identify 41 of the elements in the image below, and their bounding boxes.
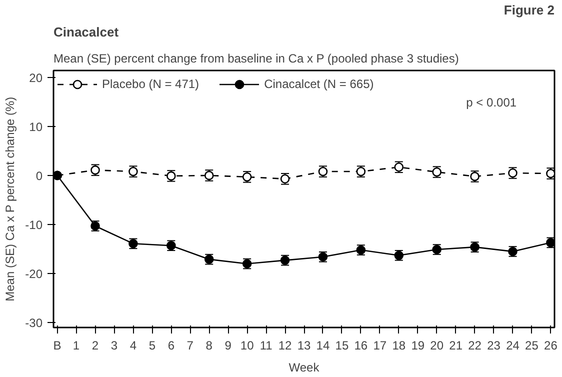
x-tick-label: 2 [92,338,99,352]
x-tick-label: 24 [506,338,520,352]
y-tick-label: -10 [25,218,43,232]
y-axis-title: Mean (SE) Ca x P percent change (%) [3,96,18,302]
y-tick-label: -20 [25,267,43,282]
x-tick-label: 22 [468,338,482,352]
chart-title: Cinacalcet [54,24,120,40]
x-tick-label: 7 [186,338,194,352]
annotation: p < 0.001 [466,96,517,110]
x-tick-label: 21 [449,338,463,352]
x-axis-title: Week [288,360,320,374]
x-tick-label: 15 [335,338,349,352]
x-tick-label: 6 [168,338,175,352]
x-tick-label: 20 [430,338,444,352]
x-tick-label: 18 [392,338,406,352]
x-tick-label: 13 [297,338,311,352]
x-tick-label: 14 [316,338,330,352]
y-tick-label: 0 [36,168,43,183]
legend-label: Cinacalcet (N = 665) [264,77,374,91]
x-tick-label: 25 [525,338,539,352]
x-tick-label: 19 [411,338,425,352]
x-tick-label: 3 [110,338,118,352]
x-tick-label: 16 [354,338,368,352]
x-tick-label: 1 [72,338,80,352]
x-tick-label: 12 [278,338,292,352]
y-tick-label: 20 [29,70,43,85]
y-tick-label: 10 [29,120,43,134]
x-tick-label: 11 [260,338,273,352]
x-tick-label: 5 [148,338,156,352]
x-tick-label: 10 [240,338,254,352]
legend-label: Placebo (N = 471) [102,77,200,91]
x-tick-label: 26 [544,338,558,352]
x-tick-label: 23 [487,338,501,352]
x-tick-label: 17 [373,338,387,352]
x-tick-label: 8 [206,338,213,352]
caption: Figure 2 [504,2,555,18]
x-tick-label: 4 [130,338,137,352]
x-tick-label: B [53,338,62,352]
y-tick-label: -30 [25,316,43,330]
x-tick-label: 9 [224,338,232,352]
chart-subtitle: Mean (SE) percent change from baseline in Ca x P (pooled phase 3 studies) [54,52,459,66]
